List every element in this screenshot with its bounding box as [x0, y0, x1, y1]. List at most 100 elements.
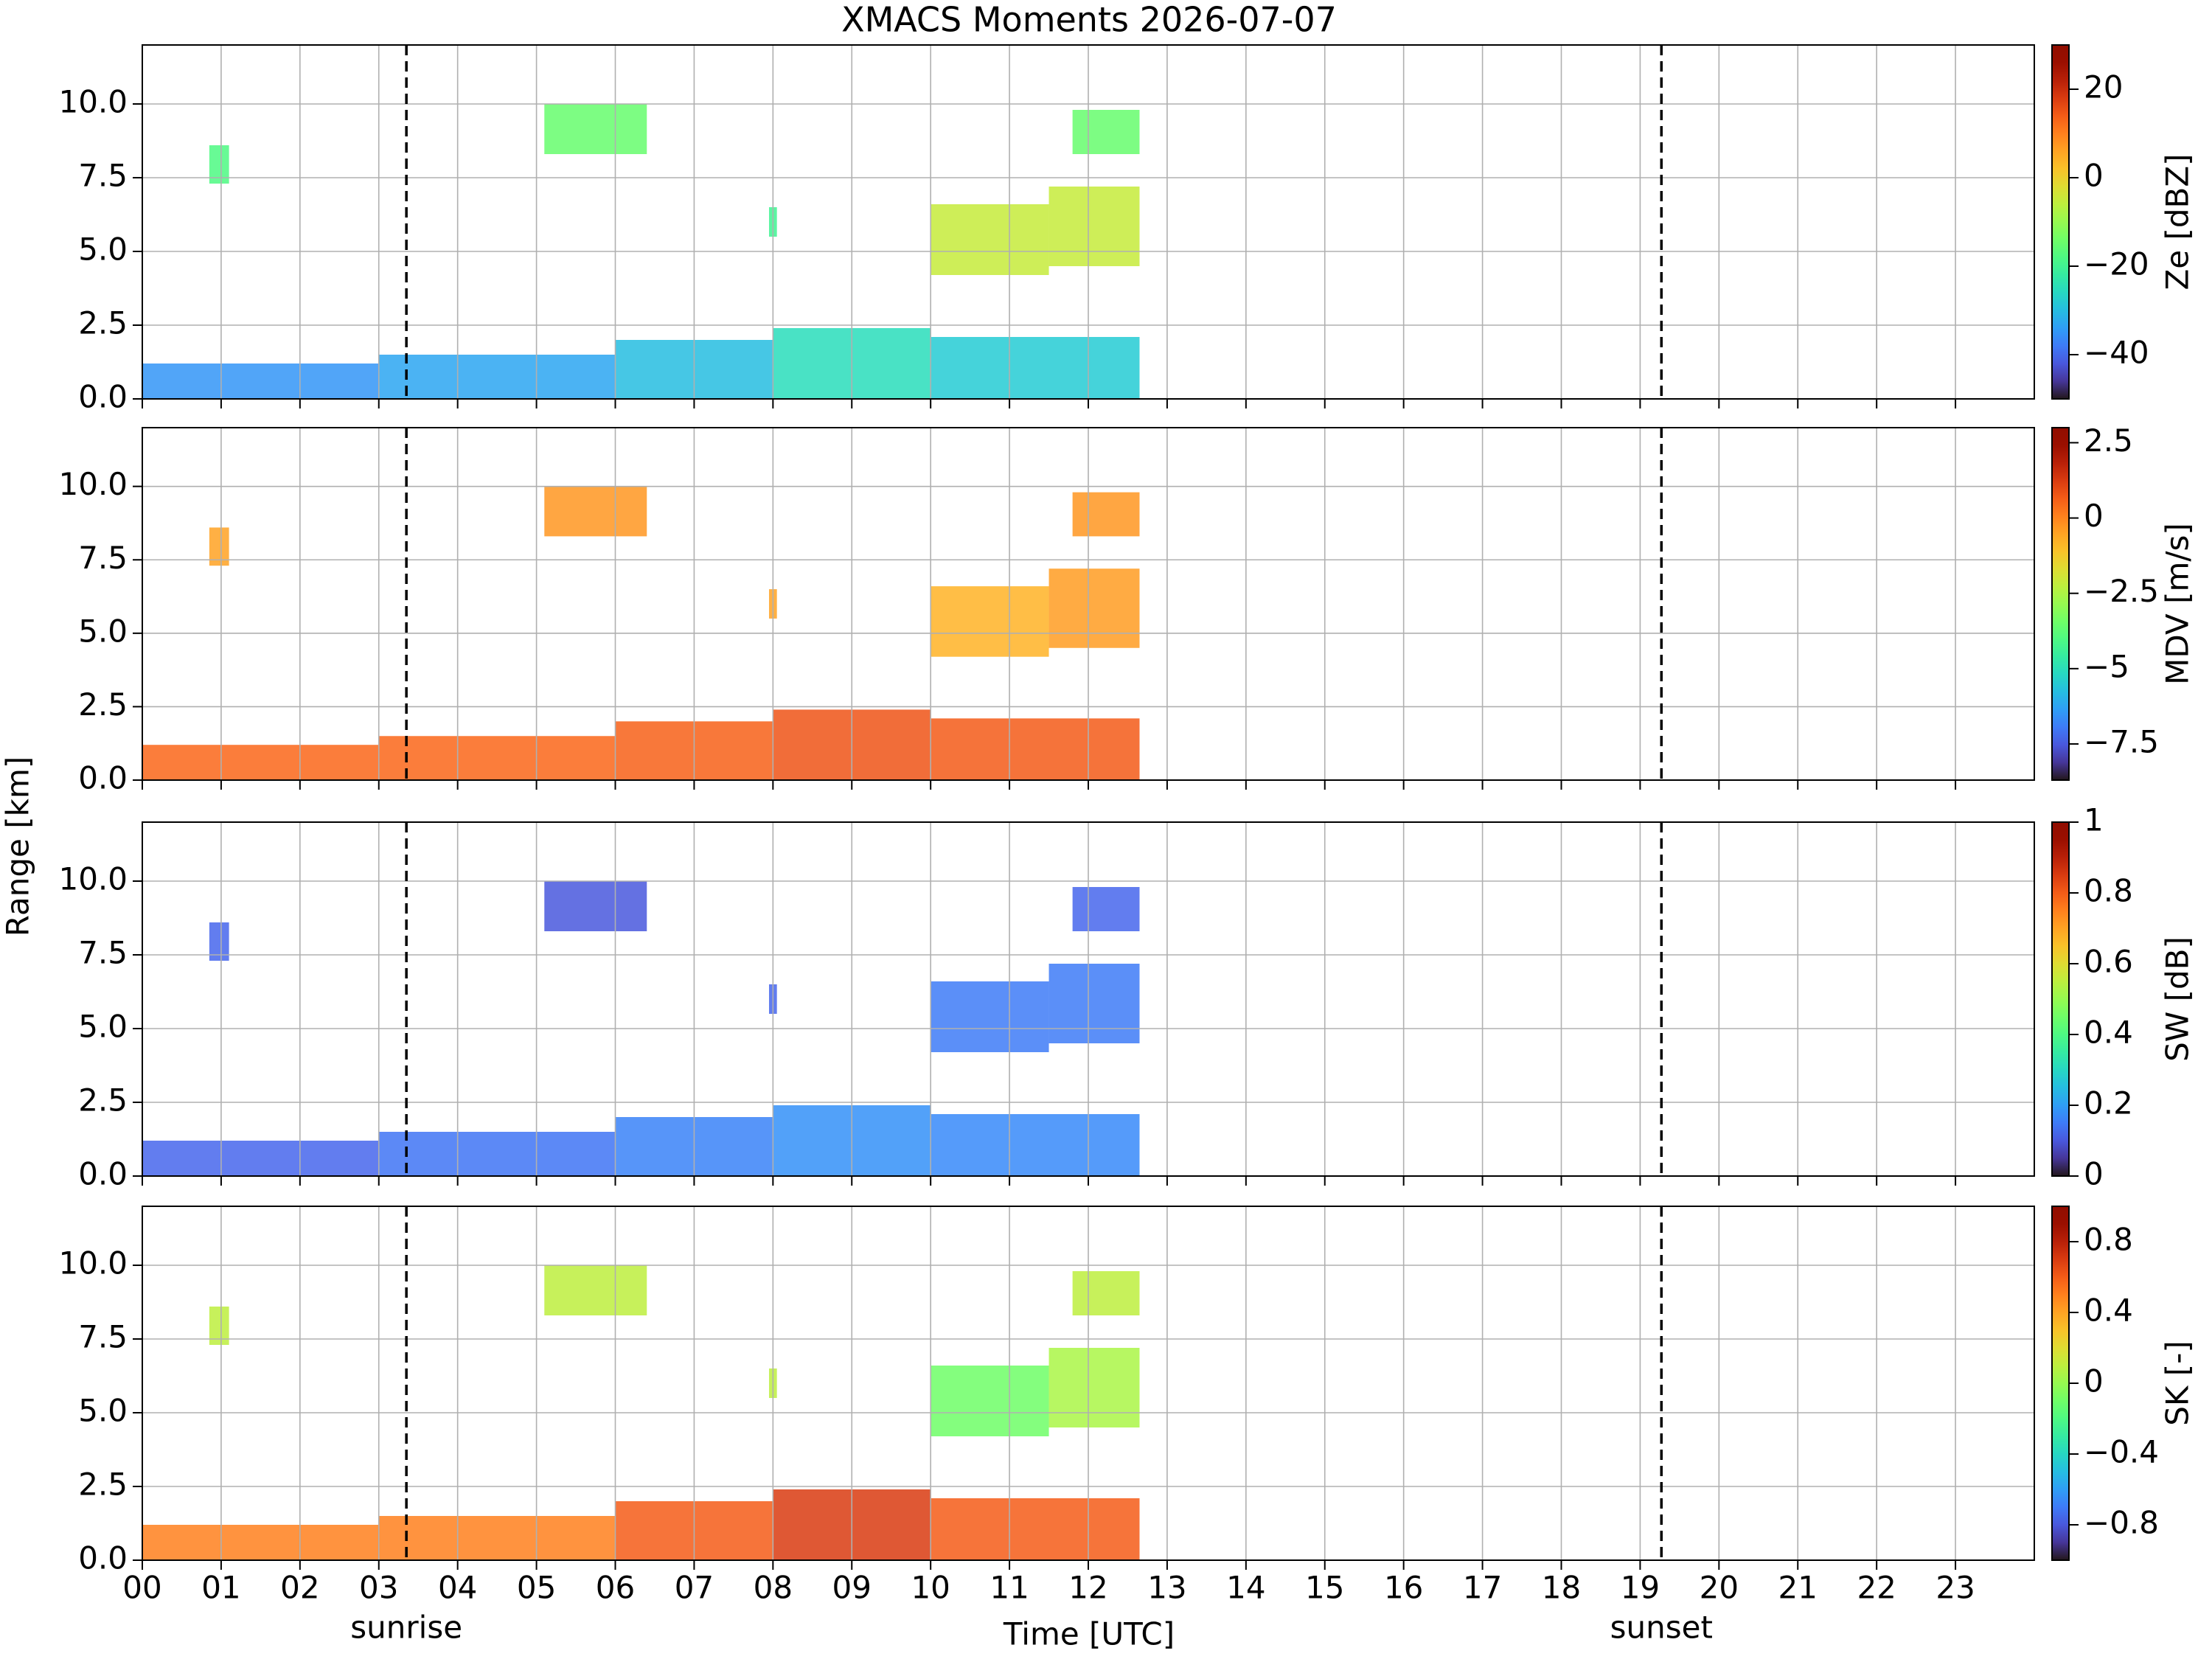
- y-tick-label: 5.0: [78, 1393, 128, 1429]
- y-tick-label: 10.0: [58, 1245, 128, 1281]
- colorbar-tick-label: 0: [2084, 1363, 2104, 1399]
- echo-cell: [931, 1114, 1140, 1176]
- echo-cell: [544, 1265, 647, 1315]
- colorbar-tick-label: 0.6: [2084, 944, 2133, 980]
- x-tick-label: 02: [280, 1570, 319, 1606]
- colorbar-tick-label: −40: [2084, 335, 2149, 371]
- x-tick-label: 19: [1621, 1570, 1660, 1606]
- colorbar-tick-label: −0.4: [2084, 1434, 2159, 1470]
- echo-cell: [1048, 1348, 1140, 1427]
- echo-cell: [931, 1366, 1049, 1436]
- y-tick-label: 2.5: [78, 1082, 128, 1119]
- echo-cell: [142, 364, 379, 399]
- plot-frame: [142, 44, 2035, 400]
- echo-cell: [931, 586, 1049, 657]
- echo-cell: [1048, 964, 1140, 1043]
- x-tick-label: 17: [1463, 1570, 1502, 1606]
- echo-cell: [931, 718, 1140, 780]
- echo-cell: [1072, 1271, 1140, 1315]
- colorbar-tick-label: 0.4: [2084, 1015, 2133, 1051]
- x-tick-label: 10: [911, 1570, 950, 1606]
- echo-cell: [1072, 492, 1140, 537]
- x-tick-label: 14: [1226, 1570, 1265, 1606]
- y-tick-label: 10.0: [58, 466, 128, 502]
- echo-cell: [931, 204, 1049, 275]
- colorbar-tick-label: 0: [2084, 1156, 2104, 1192]
- y-tick-label: 2.5: [78, 686, 128, 723]
- plot-frame: [142, 427, 2035, 781]
- x-tick-label: 01: [201, 1570, 240, 1606]
- x-tick-label: 20: [1700, 1570, 1739, 1606]
- colorbar-tick-label: 20: [2084, 69, 2123, 105]
- y-tick-label: 7.5: [78, 158, 128, 194]
- x-axis-label: Time [UTC]: [1003, 1616, 1175, 1652]
- colorbar-tick-label: −5: [2084, 648, 2129, 684]
- colorbar: [2051, 44, 2070, 400]
- x-tick-label: 16: [1384, 1570, 1423, 1606]
- colorbar-tick-label: 0.2: [2084, 1085, 2133, 1121]
- y-tick-label: 0.0: [78, 1540, 128, 1576]
- colorbar: [2051, 1206, 2070, 1561]
- y-tick-label: 5.0: [78, 1009, 128, 1045]
- x-tick-label: 00: [122, 1570, 161, 1606]
- x-tick-label: 11: [990, 1570, 1029, 1606]
- y-tick-label: 2.5: [78, 305, 128, 341]
- colorbar-tick-label: 0.8: [2084, 873, 2133, 909]
- x-tick-label: 22: [1857, 1570, 1896, 1606]
- x-tick-label: 05: [517, 1570, 556, 1606]
- colorbar-label: SK [-]: [2160, 1340, 2196, 1425]
- colorbar-tick-label: 0.4: [2084, 1293, 2133, 1329]
- colorbar-label: MDV [m/s]: [2160, 523, 2196, 685]
- colorbar-tick-label: 2.5: [2084, 422, 2133, 459]
- echo-cell: [544, 486, 647, 537]
- echo-cell: [378, 355, 616, 399]
- colorbar-tick-label: 1: [2084, 802, 2104, 838]
- echo-cell: [1048, 568, 1140, 648]
- plot-frame: [142, 821, 2035, 1177]
- x-tick-label: 13: [1147, 1570, 1186, 1606]
- x-tick-label: 04: [438, 1570, 477, 1606]
- y-tick-label: 0.0: [78, 760, 128, 796]
- marker-label: sunset: [1610, 1610, 1713, 1646]
- colorbar: [2051, 427, 2070, 781]
- x-tick-label: 09: [832, 1570, 872, 1606]
- y-tick-label: 5.0: [78, 613, 128, 649]
- echo-cell: [544, 881, 647, 931]
- marker-label: sunrise: [350, 1610, 462, 1646]
- y-tick-label: 5.0: [78, 232, 128, 268]
- echo-cell: [378, 1132, 616, 1176]
- x-tick-label: 23: [1935, 1570, 1975, 1606]
- colorbar-tick-label: 0: [2084, 498, 2104, 534]
- echo-cell: [544, 104, 647, 154]
- colorbar-tick-label: −0.8: [2084, 1505, 2159, 1541]
- y-tick-label: 2.5: [78, 1467, 128, 1503]
- x-tick-label: 03: [359, 1570, 398, 1606]
- y-tick-label: 7.5: [78, 935, 128, 971]
- y-tick-label: 7.5: [78, 1319, 128, 1355]
- y-tick-label: 0.0: [78, 1156, 128, 1192]
- echo-cell: [931, 981, 1049, 1052]
- y-axis-label: Range [km]: [0, 757, 36, 936]
- x-tick-label: 06: [596, 1570, 635, 1606]
- plot-frame: [142, 1206, 2035, 1561]
- echo-cell: [378, 736, 616, 780]
- y-tick-label: 7.5: [78, 540, 128, 576]
- x-tick-label: 07: [675, 1570, 714, 1606]
- echo-cell: [1048, 187, 1140, 266]
- x-tick-label: 18: [1542, 1570, 1581, 1606]
- x-tick-label: 12: [1068, 1570, 1107, 1606]
- colorbar-tick-label: −7.5: [2084, 723, 2159, 759]
- x-tick-label: 15: [1305, 1570, 1344, 1606]
- colorbar-label: SW [dB]: [2160, 936, 2196, 1062]
- echo-cell: [931, 1498, 1140, 1560]
- colorbar-tick-label: −20: [2084, 246, 2149, 282]
- echo-cell: [931, 337, 1140, 399]
- echo-cell: [142, 1141, 379, 1176]
- echo-cell: [142, 745, 379, 780]
- echo-cell: [1072, 110, 1140, 154]
- echo-cell: [142, 1525, 379, 1560]
- echo-cell: [1072, 887, 1140, 931]
- colorbar-tick-label: 0: [2084, 158, 2104, 194]
- x-tick-label: 21: [1778, 1570, 1818, 1606]
